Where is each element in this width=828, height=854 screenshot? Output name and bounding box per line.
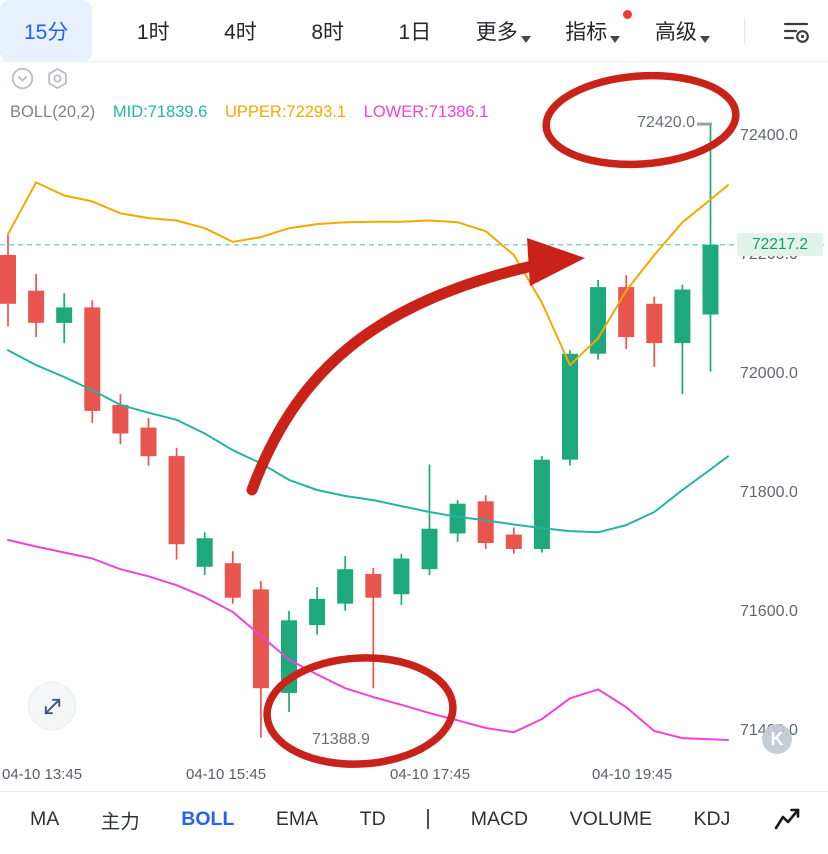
boll-upper-value: UPPER:72293.1	[224, 103, 347, 121]
current-price-tag: 72217.2	[737, 233, 823, 256]
indicator-kdj[interactable]: KDJ	[693, 807, 731, 830]
more-menu-label: 更多	[475, 20, 518, 44]
high-price-label: 72420.0	[637, 114, 695, 131]
tab-timeframe-15min[interactable]: 15分	[0, 0, 93, 62]
hexagon-settings-icon	[48, 68, 67, 89]
tab-timeframe-1h[interactable]: 1时	[136, 20, 170, 44]
advanced-menu-label: 高级	[654, 20, 697, 44]
x-axis-label: 04-10 19:45	[592, 766, 673, 783]
chevron-down-icon	[699, 35, 710, 43]
expand-icon	[44, 698, 60, 714]
x-axis-label: 04-10 13:45	[2, 766, 83, 783]
indicator-settings-button[interactable]	[45, 66, 70, 91]
boll-name: BOLL(20,2)	[10, 103, 96, 121]
indicator-boll[interactable]: BOLL	[181, 807, 235, 830]
indicator-ma[interactable]: MA	[30, 807, 60, 830]
chevron-circle-icon	[11, 67, 34, 90]
chart-settings-button[interactable]	[780, 15, 812, 47]
y-axis-label: 71800.0	[740, 484, 798, 501]
indicators-menu-label: 指标	[565, 20, 608, 44]
y-axis-label: 72000.0	[740, 365, 798, 382]
indicator-td[interactable]: TD	[359, 807, 386, 830]
toolbar-divider	[744, 17, 746, 44]
boll-mid-value: MID:71839.6	[112, 103, 208, 121]
tab-timeframe-1d[interactable]: 1日	[398, 20, 432, 44]
indicator-toolbar: MA 主力 BOLL EMA TD MACD VOLUME KDJ	[0, 791, 828, 854]
indicator-ema[interactable]: EMA	[275, 807, 319, 830]
indicator-macd[interactable]: MACD	[470, 807, 529, 830]
x-axis: 04-10 13:45 04-10 15:45 04-10 17:45 04-1…	[0, 763, 828, 789]
tab-timeframe-4h[interactable]: 4时	[224, 20, 257, 44]
k-watermark: K	[762, 724, 792, 754]
drawing-tools-button[interactable]	[772, 804, 802, 834]
x-axis-label: 04-10 17:45	[390, 766, 471, 783]
y-axis-label: 72400.0	[740, 127, 798, 144]
filter-settings-icon	[783, 22, 809, 43]
chevron-down-icon	[520, 35, 531, 43]
tab-timeframe-8h[interactable]: 8时	[311, 20, 345, 44]
fullscreen-button[interactable]	[28, 682, 76, 730]
chevron-down-icon	[610, 35, 621, 43]
notification-dot	[623, 9, 633, 19]
boll-lower-value: LOWER:71386.1	[363, 103, 489, 121]
indicator-volume[interactable]: VOLUME	[569, 807, 652, 830]
chart-draw-icon	[774, 808, 800, 830]
indicator-zhuli[interactable]: 主力	[100, 810, 140, 833]
boll-readout: BOLL(20,2) MID:71839.6 UPPER:72293.1 LOW…	[10, 103, 501, 122]
chart-quick-icons	[10, 66, 70, 91]
low-price-label: 71388.9	[312, 731, 370, 748]
indicators-menu[interactable]: 指标	[565, 9, 633, 46]
indicator-divider	[427, 809, 430, 829]
advanced-menu[interactable]: 高级	[655, 16, 710, 46]
y-axis-label: 71600.0	[740, 603, 798, 620]
more-menu[interactable]: 更多	[476, 16, 531, 46]
timeframe-toolbar: 15分 1时 4时 8时 1日 更多 指标 高级	[0, 0, 828, 62]
x-axis-label: 04-10 15:45	[186, 766, 267, 783]
collapse-panel-button[interactable]	[10, 66, 35, 91]
